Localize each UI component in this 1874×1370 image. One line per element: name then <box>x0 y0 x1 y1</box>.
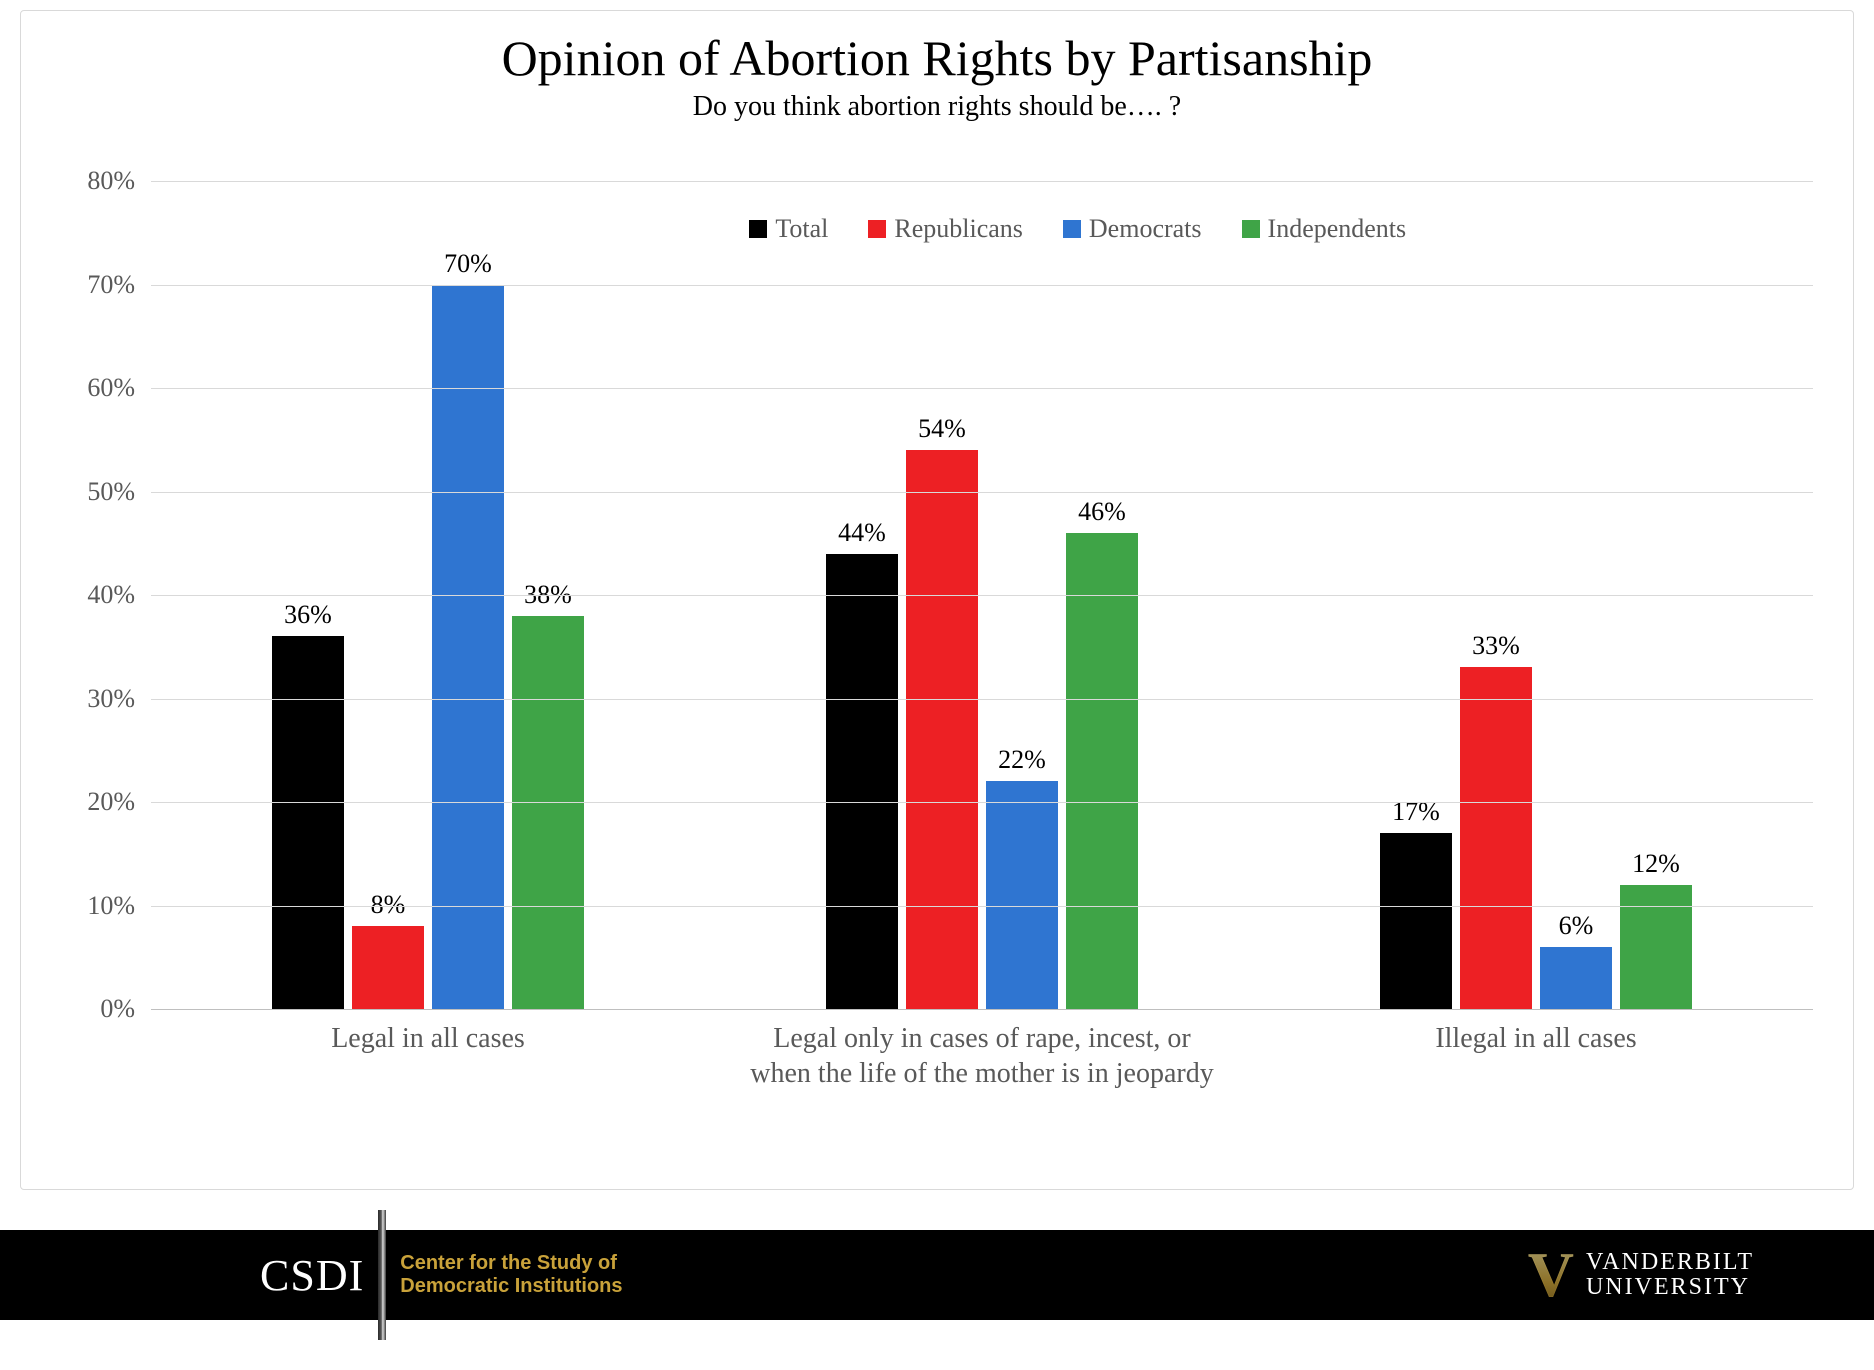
bar-value-label: 12% <box>1632 849 1680 879</box>
bar: 8% <box>352 926 424 1009</box>
ytick-label: 40% <box>87 580 135 610</box>
gridline <box>151 388 1813 389</box>
bar: 70% <box>432 285 504 1010</box>
csdi-full-name: Center for the Study of Democratic Insti… <box>400 1252 622 1298</box>
vanderbilt-v-icon: V <box>1528 1238 1574 1312</box>
x-axis-label: Legal only in cases of rape, incest, or … <box>705 1009 1259 1091</box>
bar: 22% <box>986 781 1058 1009</box>
bar: 17% <box>1380 833 1452 1009</box>
ytick-label: 70% <box>87 270 135 300</box>
divider-pipe-icon <box>378 1210 386 1340</box>
footer-band: CSDI Center for the Study of Democratic … <box>0 1230 1874 1320</box>
csdi-block: CSDI Center for the Study of Democratic … <box>260 1210 623 1340</box>
ytick-label: 10% <box>87 891 135 921</box>
plot-area: TotalRepublicansDemocratsIndependents 36… <box>151 181 1813 1009</box>
bar-value-label: 54% <box>918 414 966 444</box>
csdi-line1: Center for the Study of <box>400 1252 617 1274</box>
bar-value-label: 36% <box>284 600 332 630</box>
bar: 33% <box>1460 667 1532 1009</box>
bar-value-label: 33% <box>1472 631 1520 661</box>
gridline <box>151 492 1813 493</box>
csdi-acronym: CSDI <box>260 1250 364 1301</box>
ytick-label: 30% <box>87 684 135 714</box>
gridline <box>151 699 1813 700</box>
bar-value-label: 46% <box>1078 497 1126 527</box>
csdi-line2: Democratic Institutions <box>400 1275 622 1297</box>
ytick-label: 60% <box>87 373 135 403</box>
bar: 6% <box>1540 947 1612 1009</box>
bar-value-label: 70% <box>444 249 492 279</box>
ytick-label: 80% <box>87 166 135 196</box>
gridline <box>151 906 1813 907</box>
bar-value-label: 22% <box>998 745 1046 775</box>
title-block: Opinion of Abortion Rights by Partisansh… <box>21 11 1853 123</box>
gridline <box>151 181 1813 182</box>
x-axis-labels: Legal in all casesLegal only in cases of… <box>151 1009 1813 1091</box>
vanderbilt-block: V VANDERBILT UNIVERSITY <box>1528 1238 1754 1312</box>
ytick-label: 0% <box>100 994 135 1024</box>
bar-value-label: 44% <box>838 518 886 548</box>
bar: 12% <box>1620 885 1692 1009</box>
ytick-label: 50% <box>87 477 135 507</box>
chart-title: Opinion of Abortion Rights by Partisansh… <box>21 29 1853 87</box>
vanderbilt-text: VANDERBILT UNIVERSITY <box>1586 1250 1754 1300</box>
bar: 36% <box>272 636 344 1009</box>
gridline <box>151 595 1813 596</box>
gridline <box>151 285 1813 286</box>
bar-value-label: 6% <box>1559 911 1594 941</box>
bar: 44% <box>826 554 898 1009</box>
bar: 54% <box>906 450 978 1009</box>
chart-frame: Opinion of Abortion Rights by Partisansh… <box>20 10 1854 1190</box>
x-axis-label: Legal in all cases <box>151 1009 705 1091</box>
vanderbilt-line2: UNIVERSITY <box>1586 1274 1750 1300</box>
ytick-label: 20% <box>87 787 135 817</box>
chart-subtitle: Do you think abortion rights should be….… <box>21 91 1853 123</box>
x-axis-label: Illegal in all cases <box>1259 1009 1813 1091</box>
gridline <box>151 802 1813 803</box>
vanderbilt-line1: VANDERBILT <box>1586 1249 1754 1275</box>
bar: 38% <box>512 616 584 1009</box>
bar: 46% <box>1066 533 1138 1009</box>
